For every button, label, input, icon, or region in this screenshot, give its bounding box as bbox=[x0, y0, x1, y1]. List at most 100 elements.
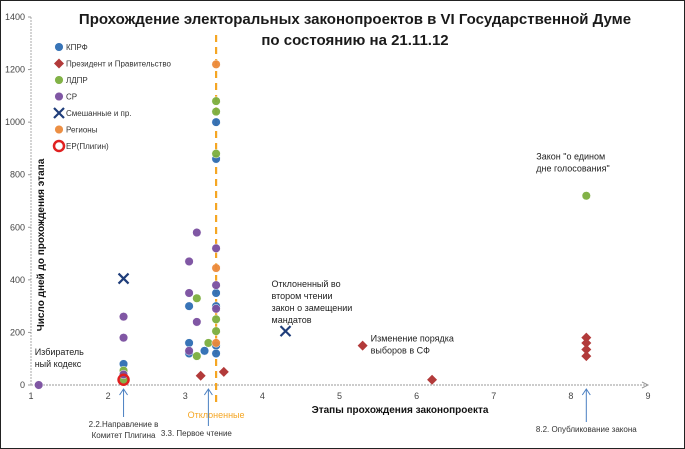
data-point bbox=[211, 96, 221, 106]
legend-label: Регионы bbox=[66, 126, 98, 135]
data-point bbox=[184, 338, 194, 348]
data-point bbox=[211, 304, 221, 314]
data-point bbox=[211, 263, 221, 273]
series-1 bbox=[195, 332, 592, 385]
data-point bbox=[119, 333, 129, 343]
x-tick-label: 6 bbox=[414, 391, 419, 401]
x-tick-label: 9 bbox=[645, 391, 650, 401]
stage-arrow-head bbox=[119, 388, 128, 396]
y-tick-label: 1200 bbox=[5, 65, 25, 75]
series-0 bbox=[119, 117, 221, 369]
y-tick-label: 1000 bbox=[5, 117, 25, 127]
legend-label: Смешанные и пр. bbox=[66, 109, 132, 118]
legend-label: ЛДПР bbox=[66, 76, 88, 85]
data-point bbox=[184, 256, 194, 267]
stage-label: 8.2. Опубликование закона bbox=[536, 425, 637, 434]
stage-arrow-head bbox=[203, 388, 213, 396]
data-point bbox=[199, 346, 210, 356]
x-tick-label: 1 bbox=[28, 391, 33, 401]
legend-marker bbox=[54, 124, 64, 135]
annotation-text: ный кодекс bbox=[35, 359, 82, 369]
data-point bbox=[192, 351, 202, 361]
y-tick-label: 1400 bbox=[5, 12, 25, 22]
annotation-text: Отклоненный во bbox=[272, 279, 341, 289]
legend-marker bbox=[54, 42, 64, 52]
data-point bbox=[117, 272, 130, 285]
data-point bbox=[192, 293, 202, 303]
legend-marker bbox=[52, 139, 66, 153]
x-tick-label: 5 bbox=[337, 391, 342, 401]
annotation-text: закон о замещении bbox=[272, 303, 353, 313]
data-point bbox=[211, 314, 221, 324]
data-point bbox=[184, 346, 194, 356]
x-mark-stroke bbox=[53, 107, 65, 119]
reference-line: Отклоненные bbox=[188, 35, 245, 420]
data-point bbox=[211, 288, 221, 298]
stage-label: Комитет Плигина bbox=[92, 431, 156, 440]
annotation-text: Изменение порядка bbox=[371, 334, 454, 344]
data-point bbox=[119, 312, 129, 322]
x-axis-label: Этапы прохождения законопроекта bbox=[312, 405, 489, 416]
chart-title: Прохождение электоральных законопроектов… bbox=[79, 11, 631, 28]
series-6 bbox=[117, 373, 130, 386]
x-tick-label: 4 bbox=[260, 391, 265, 401]
data-point bbox=[211, 59, 221, 69]
y-tick-label: 0 bbox=[20, 380, 25, 390]
data-point bbox=[581, 344, 592, 355]
legend: КПРФ Президент и Правительство ЛДПР СР Смеша… bbox=[52, 42, 172, 153]
annotation-text: выборов в СФ bbox=[371, 346, 430, 356]
chart-subtitle: по состоянию на 21.11.12 bbox=[261, 32, 448, 49]
x-tick-label: 2 bbox=[106, 391, 111, 401]
stage-label: 2.2.Направление в bbox=[89, 420, 159, 429]
data-point bbox=[581, 191, 591, 201]
stage-arrow-head bbox=[581, 388, 591, 396]
data-point bbox=[427, 374, 438, 385]
annotation-text: втором чтении bbox=[272, 291, 333, 301]
data-point bbox=[211, 326, 221, 336]
data-point bbox=[218, 366, 229, 377]
annotation-text: мандатов bbox=[272, 315, 312, 325]
x-axis-arrow bbox=[641, 381, 650, 389]
axes: 0 200 400 600 800 1000 1200 1400 1 2 3 4 5 6 7 8 9 bbox=[5, 12, 651, 401]
data-point bbox=[581, 351, 592, 362]
data-point bbox=[581, 337, 592, 348]
data-point bbox=[211, 338, 221, 348]
legend-label: Президент и Правительство bbox=[66, 60, 172, 69]
y-tick-label: 400 bbox=[10, 275, 25, 285]
data-point bbox=[211, 243, 221, 253]
data-point bbox=[192, 317, 202, 327]
stage-markers: 2.2.Направление в Комитет Плигина 3.3. Пер… bbox=[89, 388, 637, 440]
legend-label: СР bbox=[66, 93, 77, 102]
x-tick-label: 3 bbox=[183, 391, 188, 401]
x-mark-stroke bbox=[117, 272, 130, 285]
data-point bbox=[211, 348, 221, 359]
annotation-text: Закон "о едином bbox=[536, 152, 605, 162]
annotation-text: дне голосования" bbox=[536, 164, 609, 174]
data-point bbox=[184, 301, 194, 311]
data-point bbox=[34, 380, 44, 390]
data-point bbox=[581, 332, 592, 343]
legend-marker bbox=[54, 75, 64, 85]
legend-marker bbox=[53, 107, 65, 119]
data-point bbox=[211, 117, 221, 127]
annotation-text: Избиратель bbox=[35, 347, 84, 357]
y-axis-label: Число дней до прохождения этапа bbox=[36, 158, 47, 331]
data-point bbox=[117, 373, 130, 386]
annotations: Избиратель ный кодекс Отклоненный во втором… bbox=[35, 152, 610, 369]
y-tick-label: 600 bbox=[10, 222, 25, 232]
data-point bbox=[211, 280, 221, 290]
data-points bbox=[34, 59, 592, 390]
data-point bbox=[203, 338, 213, 348]
data-point bbox=[211, 149, 221, 159]
data-point bbox=[279, 325, 292, 337]
series-3 bbox=[34, 227, 221, 390]
rejected-label: Отклоненные bbox=[188, 410, 245, 420]
legend-marker bbox=[54, 91, 64, 102]
legend-label: КПРФ bbox=[66, 43, 88, 52]
data-point bbox=[195, 370, 206, 381]
series-5 bbox=[211, 59, 221, 348]
stage-label: 3.3. Первое чтение bbox=[161, 429, 233, 438]
data-point bbox=[211, 107, 221, 117]
x-mark-stroke bbox=[279, 325, 292, 337]
